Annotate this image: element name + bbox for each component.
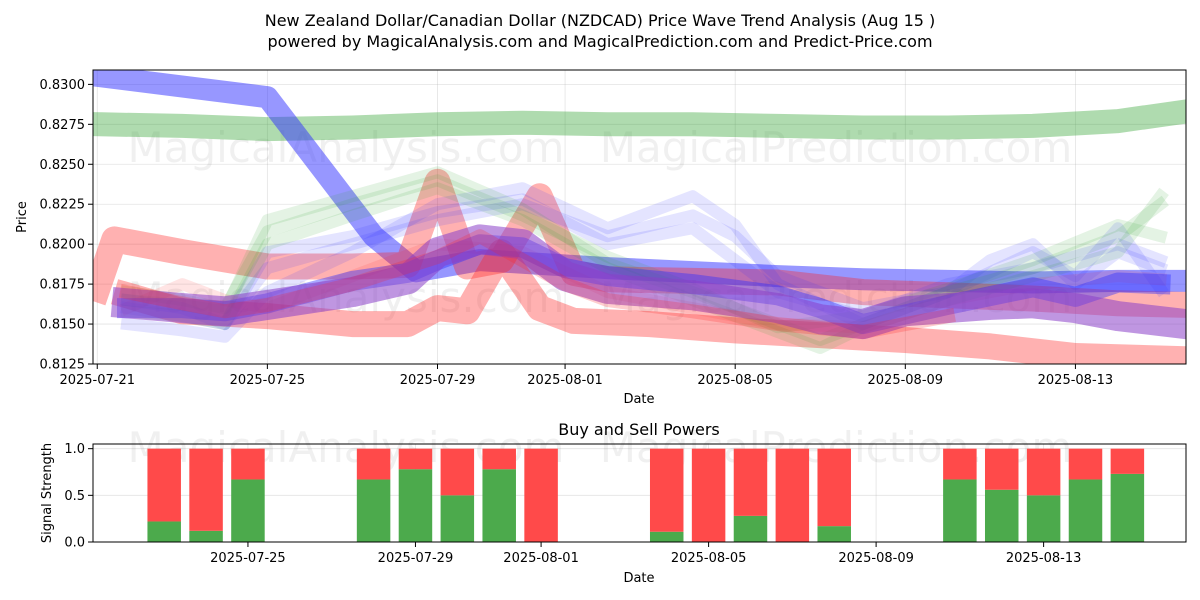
buy-bar xyxy=(398,469,433,542)
powers-y-tick-label: 1.0 xyxy=(64,442,85,457)
sell-bar xyxy=(1110,448,1145,474)
powers-title: Buy and Sell Powers xyxy=(558,420,720,439)
series-green-band-top xyxy=(93,99,1186,142)
sell-bar xyxy=(1026,448,1061,496)
sell-bar xyxy=(817,448,851,527)
buy-bar xyxy=(1110,473,1145,542)
buy-bar xyxy=(482,469,516,542)
price-y-ticks: 0.8125 0.8150 0.8175 0.8200 0.8225 0.8250 0.82… xyxy=(40,78,93,373)
buy-bar xyxy=(231,479,265,542)
price-panel: MagicalAnalysis.com MagicalPrediction.co… xyxy=(15,69,1187,407)
sell-bar xyxy=(691,448,726,542)
sell-bar xyxy=(524,448,558,542)
sell-bar xyxy=(398,448,433,470)
sell-bar xyxy=(440,448,475,496)
powers-x-tick-label: 2025-07-25 xyxy=(210,551,286,566)
price-y-tick-label: 0.8225 xyxy=(40,198,86,213)
buy-bar xyxy=(440,495,475,542)
series-purple-band xyxy=(110,224,1186,340)
buy-bar xyxy=(943,479,977,542)
sell-bar xyxy=(189,448,223,531)
buy-bar xyxy=(817,526,851,542)
powers-x-tick-label: 2025-08-05 xyxy=(671,551,747,566)
series-orange-band xyxy=(118,229,956,339)
chart-subtitle: powered by MagicalAnalysis.com and Magic… xyxy=(267,32,932,51)
buy-bar xyxy=(189,530,223,542)
buy-bar xyxy=(147,521,181,542)
series-blue-decline xyxy=(93,70,1186,294)
powers-x-ticks: 2025-07-25 2025-07-29 2025-08-01 2025-08-05… xyxy=(210,542,1081,566)
price-axes-frame xyxy=(92,69,1187,365)
price-series-group xyxy=(93,70,1186,364)
price-y-tick-label: 0.8175 xyxy=(40,278,86,293)
price-y-tick-label: 0.8200 xyxy=(40,238,86,253)
buy-bar xyxy=(1026,495,1061,542)
price-x-ticks: 2025-07-21 2025-07-25 2025-07-29 2025-08-01… xyxy=(59,364,1113,388)
powers-y-ticks: 0.0 0.5 1.0 xyxy=(64,442,93,551)
price-y-tick-label: 0.8300 xyxy=(40,78,86,93)
sell-bar xyxy=(482,448,516,470)
powers-x-tick-label: 2025-08-01 xyxy=(503,551,579,566)
price-x-tick-label: 2025-07-21 xyxy=(59,373,135,388)
buy-bar xyxy=(356,479,391,542)
price-y-tick-label: 0.8150 xyxy=(40,318,86,333)
powers-x-tick-label: 2025-08-09 xyxy=(838,551,914,566)
powers-bars xyxy=(147,448,1145,542)
powers-x-axis-title: Date xyxy=(623,571,654,586)
sell-bar xyxy=(147,448,181,522)
sell-bar xyxy=(1068,448,1103,480)
watermark-prediction-top: MagicalPrediction.com xyxy=(600,123,1073,172)
watermark-analysis-top: MagicalAnalysis.com xyxy=(128,123,565,172)
price-y-tick-label: 0.8250 xyxy=(40,158,86,173)
series-light-blue-1 xyxy=(120,198,1169,331)
sell-bar xyxy=(231,448,265,480)
price-x-tick-label: 2025-08-05 xyxy=(697,373,773,388)
price-x-axis-title: Date xyxy=(623,392,654,407)
buy-bar xyxy=(984,489,1019,542)
powers-y-tick-label: 0.0 xyxy=(64,536,85,551)
price-x-tick-label: 2025-08-13 xyxy=(1038,373,1114,388)
chart-title: New Zealand Dollar/Canadian Dollar (NZDC… xyxy=(265,11,936,30)
powers-axes-frame xyxy=(92,443,1187,543)
buy-bar xyxy=(649,531,684,542)
series-red-bottom xyxy=(110,239,1186,364)
powers-x-tick-label: 2025-07-29 xyxy=(378,551,454,566)
price-y-axis-title: Price xyxy=(15,201,30,233)
sell-bar xyxy=(943,448,977,480)
powers-y-tick-label: 0.5 xyxy=(64,489,85,504)
powers-y-axis-title: Signal Strength xyxy=(40,443,55,543)
sell-bar xyxy=(733,448,768,516)
buy-bar xyxy=(733,515,768,542)
buy-bar xyxy=(1068,479,1103,542)
series-light-green-3 xyxy=(120,174,1168,334)
price-x-tick-label: 2025-08-09 xyxy=(868,373,944,388)
price-x-tick-label: 2025-08-01 xyxy=(527,373,603,388)
price-x-tick-label: 2025-07-29 xyxy=(400,373,476,388)
price-x-tick-label: 2025-07-25 xyxy=(230,373,306,388)
price-y-tick-label: 0.8125 xyxy=(40,358,86,373)
sell-bar xyxy=(775,448,810,542)
price-y-tick-label: 0.8275 xyxy=(40,118,86,133)
sell-bar xyxy=(649,448,684,532)
sell-bar xyxy=(356,448,391,480)
powers-x-tick-label: 2025-08-13 xyxy=(1006,551,1082,566)
powers-panel: Buy and Sell Powers MagicalAnalysis.com … xyxy=(40,420,1187,586)
sell-bar xyxy=(984,448,1019,490)
